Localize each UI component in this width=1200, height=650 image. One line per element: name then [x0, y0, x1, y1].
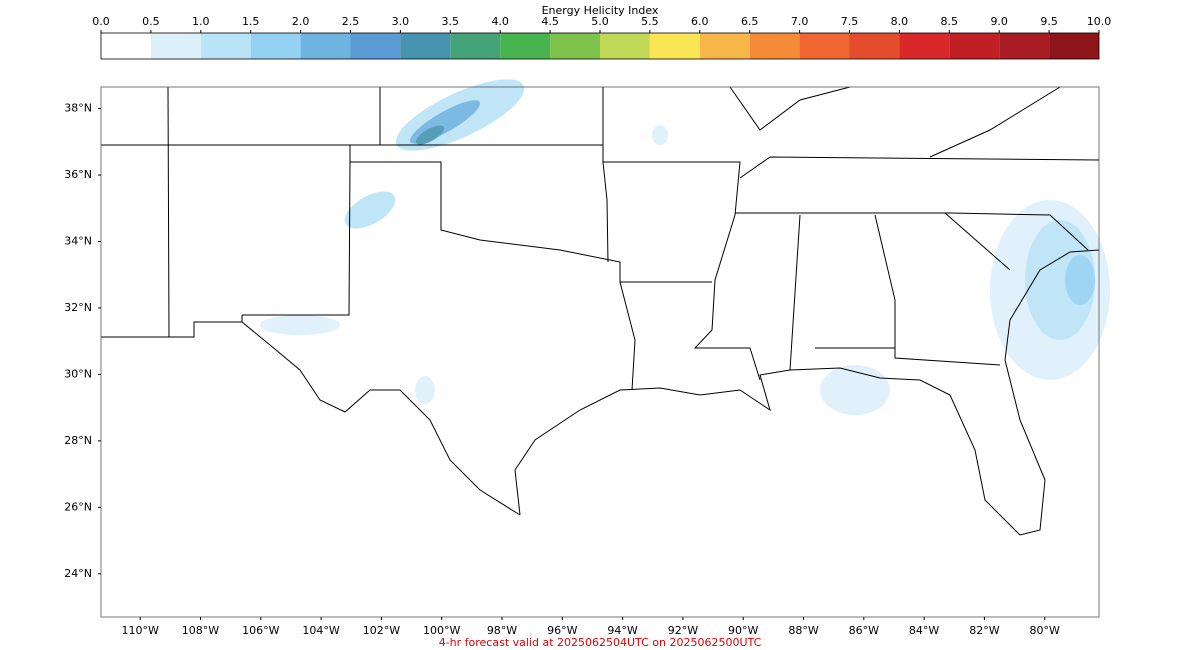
x-tick-label: 108°W [182, 624, 219, 637]
colorbar-swatch [400, 33, 451, 59]
colorbar-tick-label: 2.0 [292, 15, 310, 28]
colorbar-swatch [1049, 33, 1099, 59]
colorbar-swatch [550, 33, 600, 59]
x-tick-label: 84°W [909, 624, 939, 637]
x-tick-label: 110°W [122, 624, 159, 637]
x-tick-label: 80°W [1030, 624, 1060, 637]
colorbar-title: Energy Helicity Index [542, 4, 659, 17]
colorbar-tick-label: 0.0 [92, 15, 110, 28]
y-tick-label: 28°N [64, 434, 92, 447]
colorbar-tick-label: 7.0 [791, 15, 809, 28]
colorbar-tick-label: 10.0 [1087, 15, 1112, 28]
colorbar-tick-label: 5.5 [641, 15, 659, 28]
colorbar-tick-label: 5.0 [591, 15, 609, 28]
colorbar-tick-label: 9.0 [990, 15, 1008, 28]
colorbar-tick-label: 0.5 [142, 15, 160, 28]
x-tick-label: 100°W [423, 624, 460, 637]
colorbar-tick-label: 3.0 [392, 15, 410, 28]
colorbar-swatch [849, 33, 900, 59]
colorbar-swatch [300, 33, 351, 59]
colorbar-swatch [949, 33, 1000, 59]
colorbar-swatch [899, 33, 950, 59]
colorbar-tick-label: 8.0 [891, 15, 909, 28]
colorbar-swatch [649, 33, 700, 59]
colorbar-tick-label: 3.5 [442, 15, 460, 28]
x-tick-label: 96°W [547, 624, 577, 637]
colorbar-tick-label: 7.5 [841, 15, 859, 28]
y-tick-label: 32°N [64, 301, 92, 314]
forecast-footer: 4-hr forecast valid at 2025062504UTC on … [439, 636, 762, 649]
y-tick-label: 34°N [64, 235, 92, 248]
colorbar-tick-label: 6.5 [741, 15, 759, 28]
y-tick-label: 38°N [64, 102, 92, 115]
x-tick-label: 98°W [487, 624, 517, 637]
colorbar-tick-label: 4.0 [491, 15, 509, 28]
colorbar-swatch [999, 33, 1050, 59]
colorbar-tick-label: 1.5 [242, 15, 260, 28]
x-tick-label: 86°W [849, 624, 879, 637]
colorbar-tick-label: 8.5 [941, 15, 959, 28]
x-tick-label: 106°W [242, 624, 279, 637]
colorbar-swatch [350, 33, 401, 59]
colorbar-tick-label: 4.5 [541, 15, 559, 28]
x-tick-label: 94°W [607, 624, 637, 637]
x-tick-label: 88°W [788, 624, 818, 637]
colorbar-tick-label: 6.0 [691, 15, 709, 28]
x-tick-label: 102°W [363, 624, 400, 637]
x-tick-label: 90°W [728, 624, 758, 637]
x-tick-label: 104°W [302, 624, 339, 637]
colorbar-swatch [250, 33, 301, 59]
colorbar-tick-label: 2.5 [342, 15, 360, 28]
colorbar-swatch [699, 33, 750, 59]
colorbar-swatch [500, 33, 551, 59]
state-borders [101, 86, 1100, 536]
colorbar-swatch [101, 33, 151, 59]
colorbar-swatch [799, 33, 850, 59]
y-tick-label: 30°N [64, 367, 92, 380]
x-tick-label: 92°W [668, 624, 698, 637]
colorbar-swatch [749, 33, 800, 59]
x-tick-label: 82°W [969, 624, 999, 637]
colorbar-swatch [600, 33, 650, 59]
y-tick-label: 26°N [64, 500, 92, 513]
colorbar-swatch [450, 33, 501, 59]
colorbar-swatch [200, 33, 251, 59]
map-frame [100, 86, 1100, 618]
field-shading [260, 79, 1110, 415]
colorbar-swatch [150, 33, 201, 59]
colorbar-tick-label: 1.0 [192, 15, 210, 28]
colorbar [101, 33, 1099, 59]
y-tick-label: 36°N [64, 168, 92, 181]
colorbar-tick-label: 9.5 [1040, 15, 1058, 28]
y-tick-label: 24°N [64, 567, 92, 580]
